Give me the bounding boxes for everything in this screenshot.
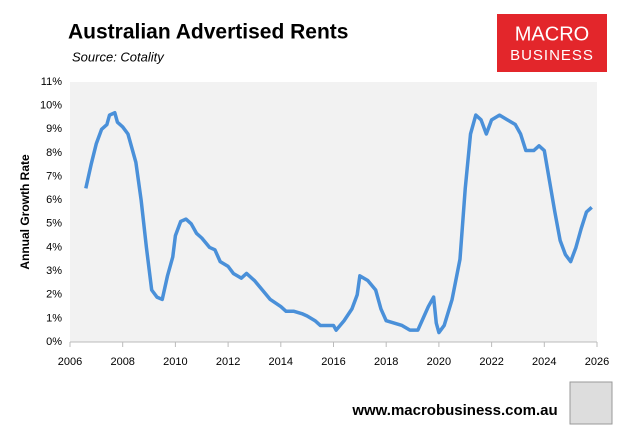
- logo-box: [497, 14, 607, 72]
- y-tick-label: 6%: [46, 194, 62, 206]
- y-tick-label: 7%: [46, 170, 62, 182]
- chart-subtitle: Source: Cotality: [72, 49, 165, 64]
- x-tick-label: 2010: [163, 356, 187, 368]
- chart-title: Australian Advertised Rents: [68, 21, 348, 44]
- x-tick-label: 2018: [374, 356, 398, 368]
- plot-area: [70, 82, 597, 342]
- y-tick-label: 4%: [46, 241, 62, 253]
- x-tick-label: 2016: [321, 356, 345, 368]
- y-tick-label: 1%: [46, 312, 62, 324]
- y-tick-label: 3%: [46, 265, 62, 277]
- x-tick-label: 2024: [532, 356, 556, 368]
- y-tick-label: 2%: [46, 289, 62, 301]
- x-tick-label: 2022: [479, 356, 503, 368]
- x-tick-label: 2006: [58, 356, 82, 368]
- y-tick-label: 11%: [41, 76, 62, 88]
- x-tick-label: 2012: [216, 356, 240, 368]
- y-tick-label: 8%: [46, 147, 62, 159]
- logo-text: MACRO: [515, 23, 589, 45]
- logo-text: BUSINESS: [510, 47, 594, 64]
- x-tick-label: 2026: [585, 356, 609, 368]
- line-series: [84, 110, 593, 335]
- y-tick-label: 5%: [46, 218, 62, 230]
- wolf-icon: [569, 381, 613, 425]
- y-axis-title: Annual Growth Rate: [18, 154, 32, 270]
- x-tick-label: 2020: [427, 356, 451, 368]
- y-tick-label: 0%: [46, 336, 62, 348]
- x-tick-label: 2014: [269, 356, 293, 368]
- footer-url: www.macrobusiness.com.au: [351, 402, 557, 419]
- y-tick-label: 10%: [40, 100, 62, 112]
- x-tick-label: 2008: [110, 356, 134, 368]
- y-tick-label: 9%: [46, 123, 62, 135]
